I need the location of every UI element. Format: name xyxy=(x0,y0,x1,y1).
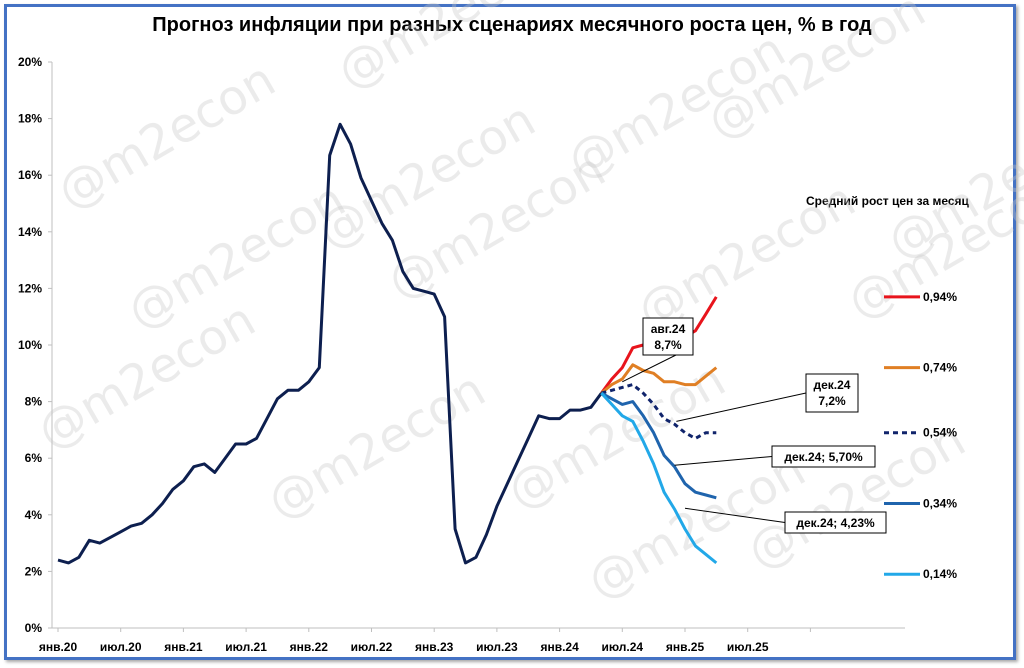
x-tick-label: июл.22 xyxy=(351,640,393,654)
y-tick-label: 6% xyxy=(25,451,43,465)
x-tick-label: янв.23 xyxy=(415,640,454,654)
scenario-line-4 xyxy=(600,392,718,565)
legend-title: Средний рост цен за месяц xyxy=(806,194,969,208)
annotation-text: дек.24; 5,70% xyxy=(784,450,863,464)
y-tick-label: 12% xyxy=(18,281,42,295)
annotation-text: 7,2% xyxy=(818,394,846,408)
y-tick-label: 18% xyxy=(18,112,42,126)
annotation-box xyxy=(784,511,887,534)
history-line xyxy=(57,122,603,565)
x-tick-label: июл.20 xyxy=(100,640,142,654)
annotation-text: дек.24 xyxy=(814,378,851,392)
annotation-box xyxy=(642,317,694,356)
y-tick-label: 4% xyxy=(25,508,43,522)
legend-label-4: 0,14% xyxy=(923,567,957,581)
x-tick-label: июл.21 xyxy=(225,640,267,654)
y-tick-label: 16% xyxy=(18,168,42,182)
scenario-line-1 xyxy=(600,363,718,395)
y-tick-label: 2% xyxy=(25,564,43,578)
chart-title: Прогноз инфляции при разных сценариях ме… xyxy=(152,14,872,36)
watermark-10: @m2econ xyxy=(258,361,495,530)
annotation-text: авг.24 xyxy=(651,322,686,336)
x-tick-label: июл.23 xyxy=(476,640,518,654)
chart-frame xyxy=(4,4,1016,660)
annotation-leader xyxy=(622,354,677,383)
x-tick-label: июл.25 xyxy=(727,640,769,654)
x-tick-label: янв.21 xyxy=(164,640,203,654)
y-tick-label: 14% xyxy=(18,225,42,239)
annotation-text: 8,7% xyxy=(654,338,682,352)
annotation-leader xyxy=(674,456,773,466)
y-tick-label: 10% xyxy=(18,338,42,352)
legend-label-3: 0,34% xyxy=(923,496,957,510)
legend-label-1: 0,74% xyxy=(923,361,957,375)
scenario-line-3 xyxy=(600,391,717,500)
x-tick-label: янв.22 xyxy=(290,640,329,654)
annotation-box xyxy=(771,445,876,468)
annotation-leader xyxy=(676,392,807,422)
x-tick-label: янв.20 xyxy=(39,640,78,654)
watermark-1: @m2econ xyxy=(48,51,285,220)
y-tick-label: 20% xyxy=(18,55,42,69)
x-tick-label: июл.24 xyxy=(601,640,643,654)
y-tick-label: 8% xyxy=(25,395,43,409)
annotation-box xyxy=(805,373,859,413)
scenario-line-2 xyxy=(601,383,717,440)
x-tick-label: янв.24 xyxy=(540,640,579,654)
annotation-leader xyxy=(684,507,786,523)
annotation-text: дек.24; 4,23% xyxy=(796,516,875,530)
legend-label-0: 0,94% xyxy=(923,290,957,304)
x-tick-label: янв.25 xyxy=(666,640,705,654)
y-tick-label: 0% xyxy=(25,621,43,635)
watermark-7: @m2econ xyxy=(628,171,865,340)
watermark-0: @m2econ xyxy=(328,0,565,100)
legend-label-2: 0,54% xyxy=(923,426,957,440)
